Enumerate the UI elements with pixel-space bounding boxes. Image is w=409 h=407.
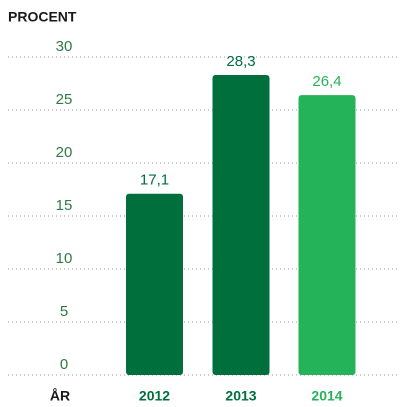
y-tick-label: 5 bbox=[60, 303, 68, 320]
x-axis-label: ÅR bbox=[50, 388, 70, 404]
value-label: 28,3 bbox=[226, 53, 255, 70]
y-tick-label: 0 bbox=[60, 356, 68, 373]
value-label: 17,1 bbox=[140, 172, 169, 189]
y-tick-label: 15 bbox=[56, 197, 73, 214]
x-tick-label: 2014 bbox=[311, 388, 342, 404]
x-tick-label: 2013 bbox=[225, 388, 256, 404]
bar bbox=[298, 95, 356, 375]
value-label: 26,4 bbox=[312, 73, 341, 90]
bar bbox=[126, 193, 183, 375]
bar bbox=[212, 75, 270, 376]
x-tick-label: 2012 bbox=[139, 388, 170, 404]
y-tick-label: 25 bbox=[56, 91, 73, 108]
y-tick-label: 20 bbox=[56, 144, 73, 161]
y-axis-label: PROCENT bbox=[8, 9, 77, 25]
y-tick-label: 30 bbox=[56, 38, 73, 55]
y-tick-label: 10 bbox=[56, 250, 73, 267]
